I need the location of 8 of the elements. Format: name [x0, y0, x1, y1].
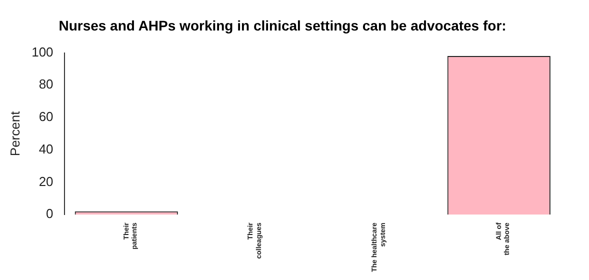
y-tick-label: 60 [38, 109, 54, 124]
y-axis-title: Percent [7, 110, 22, 156]
y-tick-label: 80 [38, 76, 54, 92]
y-tick-label: 100 [32, 44, 54, 60]
y-tick-label: 20 [38, 174, 54, 189]
y-tick-label: 40 [38, 141, 54, 156]
y-tick-label: 0 [46, 206, 54, 222]
chart-title: Nurses and AHPs working in clinical settings can be advocates for: [58, 17, 506, 34]
